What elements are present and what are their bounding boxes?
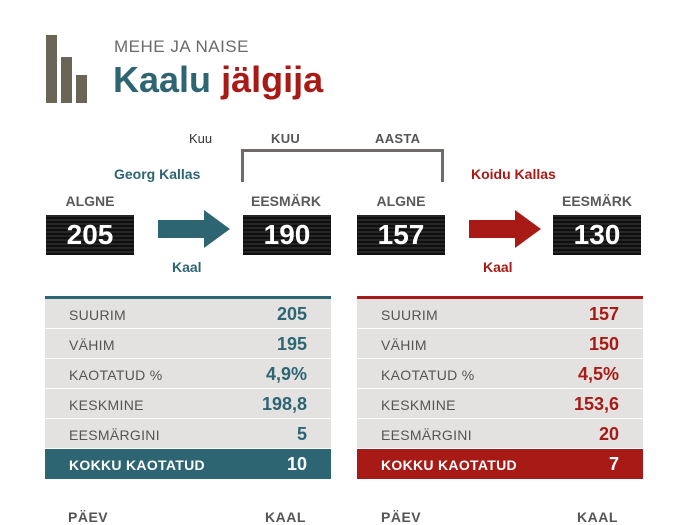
stat-row-lost-percent: KAOTATUD % 4,9% bbox=[45, 359, 331, 389]
stat-row-total-lost: KOKKU KAOTATUD 10 bbox=[45, 449, 331, 479]
total-lost-value: 7 bbox=[608, 454, 619, 474]
stat-label: KESKMINE bbox=[69, 397, 144, 413]
stat-row-min: VÄHIM 150 bbox=[357, 329, 643, 359]
stat-label: KAOTATUD % bbox=[69, 367, 163, 383]
stat-label: EESMÄRGINI bbox=[69, 427, 160, 443]
stat-value: 198,8 bbox=[261, 394, 307, 414]
total-lost-value: 10 bbox=[286, 454, 307, 474]
person1-start-label: ALGNE bbox=[65, 193, 115, 209]
stat-value: 4,9% bbox=[265, 364, 307, 384]
stat-value: 4,5% bbox=[577, 364, 619, 384]
period-option-year[interactable]: AASTA bbox=[375, 131, 421, 146]
page-title: Kaalu jälgija bbox=[113, 59, 323, 101]
stat-row-average: KESKMINE 153,6 bbox=[357, 389, 643, 419]
page-subtitle: MEHE JA NAISE bbox=[114, 37, 249, 56]
stat-label: KAOTATUD % bbox=[381, 367, 475, 383]
person1-goal-value: 190 bbox=[243, 215, 331, 255]
total-lost-label: KOKKU KAOTATUD bbox=[381, 457, 517, 473]
person2-start-value: 157 bbox=[357, 215, 445, 255]
person2-goal-label: EESMÄRK bbox=[561, 193, 632, 209]
person2-name: Koidu Kallas bbox=[471, 166, 556, 182]
person1-unit-label: Kaal bbox=[172, 259, 202, 275]
stat-row-total-lost: KOKKU KAOTATUD 7 bbox=[357, 449, 643, 479]
stat-value: 153,6 bbox=[573, 394, 619, 414]
person2-start-label: ALGNE bbox=[376, 193, 426, 209]
right-table-weight-header: KAAL bbox=[577, 509, 618, 525]
stat-label: VÄHIM bbox=[381, 337, 427, 353]
stat-label: SUURIM bbox=[69, 307, 127, 323]
title-part-1: Kaalu bbox=[113, 59, 212, 100]
person2-unit-label: Kaal bbox=[483, 259, 513, 275]
stat-value: 20 bbox=[598, 424, 619, 444]
stat-row-lost-percent: KAOTATUD % 4,5% bbox=[357, 359, 643, 389]
person1-arrow-icon bbox=[158, 210, 230, 248]
stat-label: EESMÄRGINI bbox=[381, 427, 472, 443]
person1-name: Georg Kallas bbox=[114, 166, 201, 182]
stat-value: 195 bbox=[276, 334, 307, 354]
stat-label: KESKMINE bbox=[381, 397, 456, 413]
stat-value: 157 bbox=[588, 304, 619, 324]
stat-row-max: SUURIM 205 bbox=[45, 299, 331, 329]
person1-goal-label: EESMÄRK bbox=[250, 193, 321, 209]
title-part-2: jälgija bbox=[221, 59, 324, 100]
stat-value: 205 bbox=[276, 304, 307, 324]
stat-label: VÄHIM bbox=[69, 337, 115, 353]
right-table-date-header: PÄEV bbox=[381, 509, 422, 525]
period-label: Kuu bbox=[189, 131, 213, 146]
stat-row-to-goal: EESMÄRGINI 5 bbox=[45, 419, 331, 449]
person2-stats-panel: SUURIM 157 VÄHIM 150 KAOTATUD % 4,5% KES… bbox=[357, 296, 643, 479]
period-bracket bbox=[241, 149, 444, 182]
period-option-month[interactable]: KUU bbox=[271, 131, 301, 146]
total-lost-label: KOKKU KAOTATUD bbox=[69, 457, 205, 473]
person1-start-value: 205 bbox=[46, 215, 134, 255]
stat-row-average: KESKMINE 198,8 bbox=[45, 389, 331, 419]
left-table-weight-header: KAAL bbox=[265, 509, 306, 525]
person2-goal-value: 130 bbox=[553, 215, 641, 255]
left-table-date-header: PÄEV bbox=[68, 509, 109, 525]
stat-row-min: VÄHIM 195 bbox=[45, 329, 331, 359]
stat-row-max: SUURIM 157 bbox=[357, 299, 643, 329]
person2-arrow-icon bbox=[469, 210, 541, 248]
stat-value: 5 bbox=[296, 424, 307, 444]
person1-stats-panel: SUURIM 205 VÄHIM 195 KAOTATUD % 4,9% KES… bbox=[45, 296, 331, 479]
stat-value: 150 bbox=[588, 334, 619, 354]
stat-row-to-goal: EESMÄRGINI 20 bbox=[357, 419, 643, 449]
stat-label: SUURIM bbox=[381, 307, 439, 323]
